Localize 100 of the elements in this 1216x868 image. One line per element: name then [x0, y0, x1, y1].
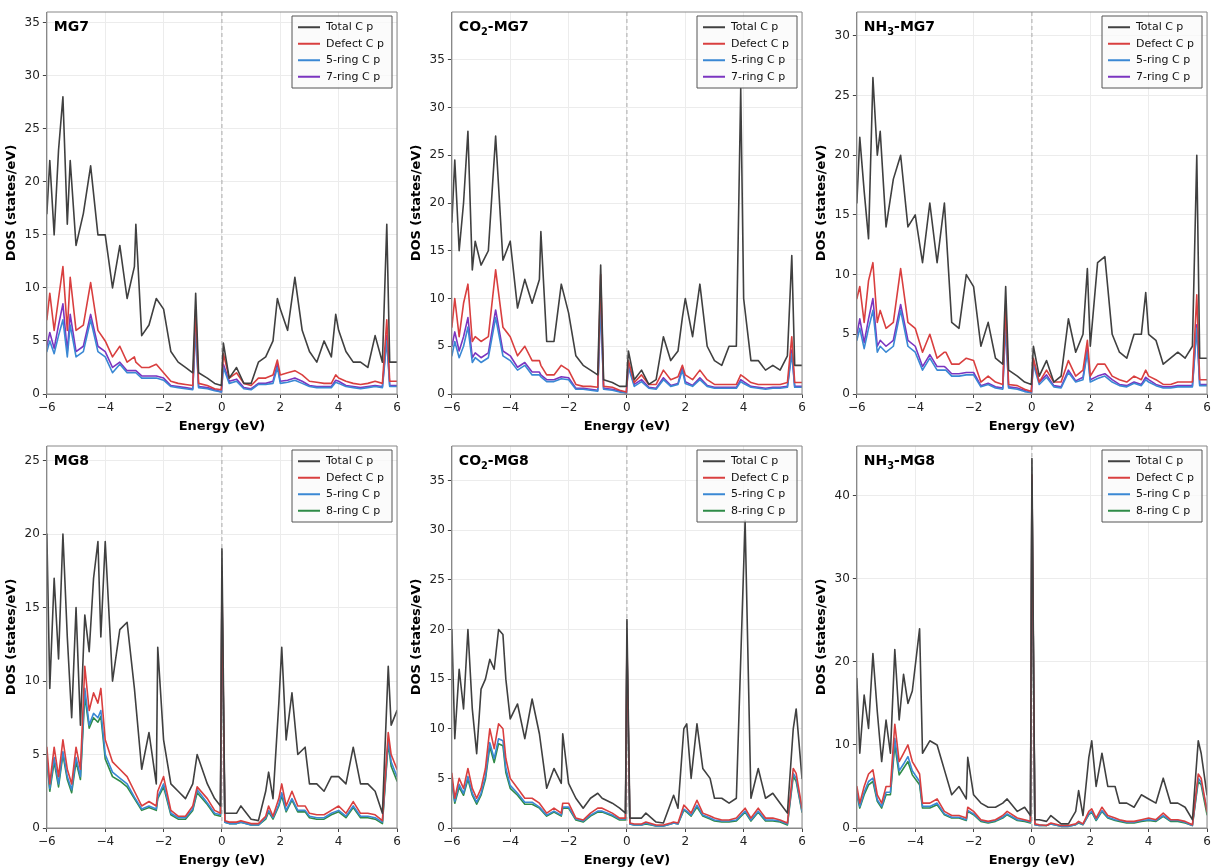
y-tick-label: 20 [24, 173, 40, 188]
y-axis-title: DOS (states/eV) [408, 144, 424, 262]
x-tick-label: 0 [623, 400, 631, 415]
y-axis-title: DOS (states/eV) [408, 578, 424, 696]
legend-label: 7-ring C p [1136, 69, 1191, 83]
x-tick-label: −6 [443, 834, 461, 849]
x-tick-label: −6 [848, 400, 866, 415]
x-tick-label: −6 [38, 400, 56, 415]
legend-label: 5-ring C p [1136, 487, 1191, 501]
y-tick-label: 25 [24, 120, 40, 135]
x-tick-label: 2 [276, 400, 285, 415]
y-tick-label: 10 [429, 290, 445, 305]
x-tick-label: −4 [906, 400, 925, 415]
x-tick-label: 2 [1086, 834, 1095, 849]
y-tick-label: 5 [32, 746, 40, 761]
x-tick-label: 0 [1028, 834, 1036, 849]
x-tick-label: −2 [559, 834, 578, 849]
legend-label: 5-ring C p [326, 487, 381, 501]
legend-label: 5-ring C p [731, 487, 786, 501]
y-tick-label: 0 [842, 386, 850, 401]
x-axis-title: Energy (eV) [178, 851, 266, 867]
text: MG8 [53, 452, 90, 468]
y-tick-label: 35 [24, 14, 40, 29]
x-tick-label: 0 [218, 400, 226, 415]
y-tick-label: 25 [24, 452, 40, 467]
legend-label: Defect C p [326, 36, 384, 50]
x-tick-label: −4 [906, 834, 925, 849]
x-tick-label: 0 [218, 834, 226, 849]
y-axis-title: DOS (states/eV) [813, 144, 829, 262]
legend-label: 7-ring C p [731, 69, 786, 83]
y-tick-label: 10 [834, 737, 850, 752]
x-axis-title: Energy (eV) [988, 417, 1076, 433]
x-tick-label: 6 [393, 834, 401, 849]
legend-label: 8-ring C p [1136, 503, 1191, 517]
y-tick-label: 0 [32, 820, 40, 835]
legend-label: Defect C p [731, 470, 789, 484]
y-tick-label: 10 [24, 280, 40, 295]
y-tick-label: 25 [834, 87, 850, 102]
y-tick-label: 30 [429, 99, 445, 114]
legend-label: 5-ring C p [326, 53, 381, 67]
x-tick-label: −6 [38, 834, 56, 849]
y-tick-label: 15 [429, 671, 445, 686]
y-axis-title: DOS (states/eV) [3, 578, 19, 696]
y-tick-label: 20 [429, 621, 445, 636]
legend-label: 7-ring C p [326, 69, 381, 83]
y-tick-label: 30 [834, 570, 850, 585]
y-tick-label: 30 [429, 522, 445, 537]
y-tick-label: 10 [429, 720, 445, 735]
legend-label: 5-ring C p [731, 53, 786, 67]
x-tick-label: 4 [739, 400, 748, 415]
y-tick-label: 30 [24, 67, 40, 82]
legend-label: Total C p [730, 454, 779, 468]
y-tick-label: 20 [429, 195, 445, 210]
x-tick-label: 4 [334, 400, 343, 415]
legend-label: 8-ring C p [731, 503, 786, 517]
y-tick-label: 20 [24, 526, 40, 541]
x-tick-label: −2 [154, 400, 173, 415]
y-axis-title: DOS (states/eV) [813, 578, 829, 696]
legend-label: Total C p [1135, 454, 1184, 468]
legend-label: Defect C p [326, 470, 384, 484]
x-tick-label: 4 [1144, 834, 1153, 849]
y-tick-label: 15 [429, 242, 445, 257]
y-tick-label: 15 [834, 207, 850, 222]
x-tick-label: −4 [501, 400, 520, 415]
x-tick-label: −4 [96, 400, 115, 415]
x-tick-label: 2 [1086, 400, 1095, 415]
x-axis-title: Energy (eV) [583, 851, 671, 867]
y-tick-label: 40 [834, 487, 850, 502]
x-tick-label: −4 [96, 834, 115, 849]
x-tick-label: 4 [1144, 400, 1153, 415]
y-tick-label: 10 [834, 266, 850, 281]
y-tick-label: 15 [24, 226, 40, 241]
y-tick-label: 10 [24, 673, 40, 688]
x-tick-label: 2 [276, 834, 285, 849]
x-tick-label: 6 [1203, 834, 1211, 849]
legend-label: Defect C p [1136, 470, 1194, 484]
legend-label: Total C p [325, 20, 374, 34]
y-tick-label: 20 [834, 147, 850, 162]
legend-label: Defect C p [1136, 36, 1194, 50]
x-tick-label: 4 [739, 834, 748, 849]
x-tick-label: 0 [1028, 400, 1036, 415]
legend-label: 8-ring C p [326, 503, 381, 517]
y-tick-label: 0 [32, 386, 40, 401]
y-tick-label: 35 [429, 51, 445, 66]
x-tick-label: 6 [1203, 400, 1211, 415]
x-tick-label: −6 [848, 834, 866, 849]
y-tick-label: 0 [437, 820, 445, 835]
x-tick-label: 0 [623, 834, 631, 849]
x-tick-label: −6 [443, 400, 461, 415]
legend-label: Total C p [1135, 20, 1184, 34]
y-tick-label: 5 [437, 770, 445, 785]
x-tick-label: −2 [964, 400, 983, 415]
y-tick-label: 5 [842, 326, 850, 341]
y-tick-label: 30 [834, 28, 850, 42]
legend-label: Defect C p [731, 36, 789, 50]
y-tick-label: 25 [429, 147, 445, 162]
y-tick-label: 15 [24, 599, 40, 614]
x-tick-label: −2 [559, 400, 578, 415]
y-tick-label: 5 [437, 338, 445, 353]
y-axis-title: DOS (states/eV) [3, 144, 19, 262]
